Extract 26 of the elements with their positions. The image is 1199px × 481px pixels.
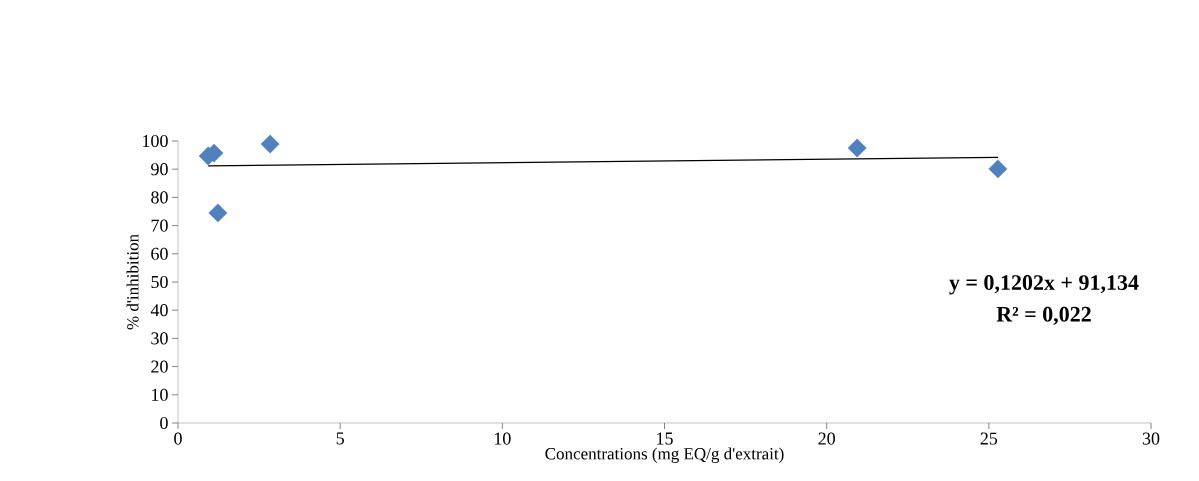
x-tick-label: 25: [980, 432, 998, 445]
x-tick-label: 10: [494, 432, 511, 445]
x-tick-label: 20: [818, 432, 835, 445]
annotation: y = 0,1202x + 91,134: [949, 275, 1139, 295]
y-axis-title: % d'inhibition: [126, 234, 139, 330]
y-tick-label: 100: [143, 134, 168, 148]
y-tick-label: 30: [151, 332, 168, 345]
point: [208, 203, 228, 223]
point: [988, 159, 1008, 179]
y-tick-label: 90: [151, 163, 168, 176]
x-tick-label: 0: [174, 432, 182, 445]
y-tick-label: 0: [160, 416, 168, 430]
y-tick-label: 20: [151, 360, 168, 373]
y-tick-label: 60: [151, 247, 168, 260]
x-tick-label: 15: [657, 432, 673, 445]
annotation: R² = 0,022: [996, 306, 1091, 325]
y-tick-label: 10: [152, 388, 168, 401]
point: [260, 134, 280, 154]
y-tick-label: 80: [151, 191, 168, 204]
y-tick-label: 70: [151, 219, 168, 232]
y-tick-label: 40: [150, 304, 168, 317]
x-tick-label: 5: [336, 432, 344, 445]
y-tick-label: 50: [151, 275, 168, 289]
x-axis-title: Concentrations (mg EQ/g d'extrait): [545, 447, 784, 463]
point: [847, 138, 867, 158]
x-tick-label: 30: [1142, 432, 1160, 445]
